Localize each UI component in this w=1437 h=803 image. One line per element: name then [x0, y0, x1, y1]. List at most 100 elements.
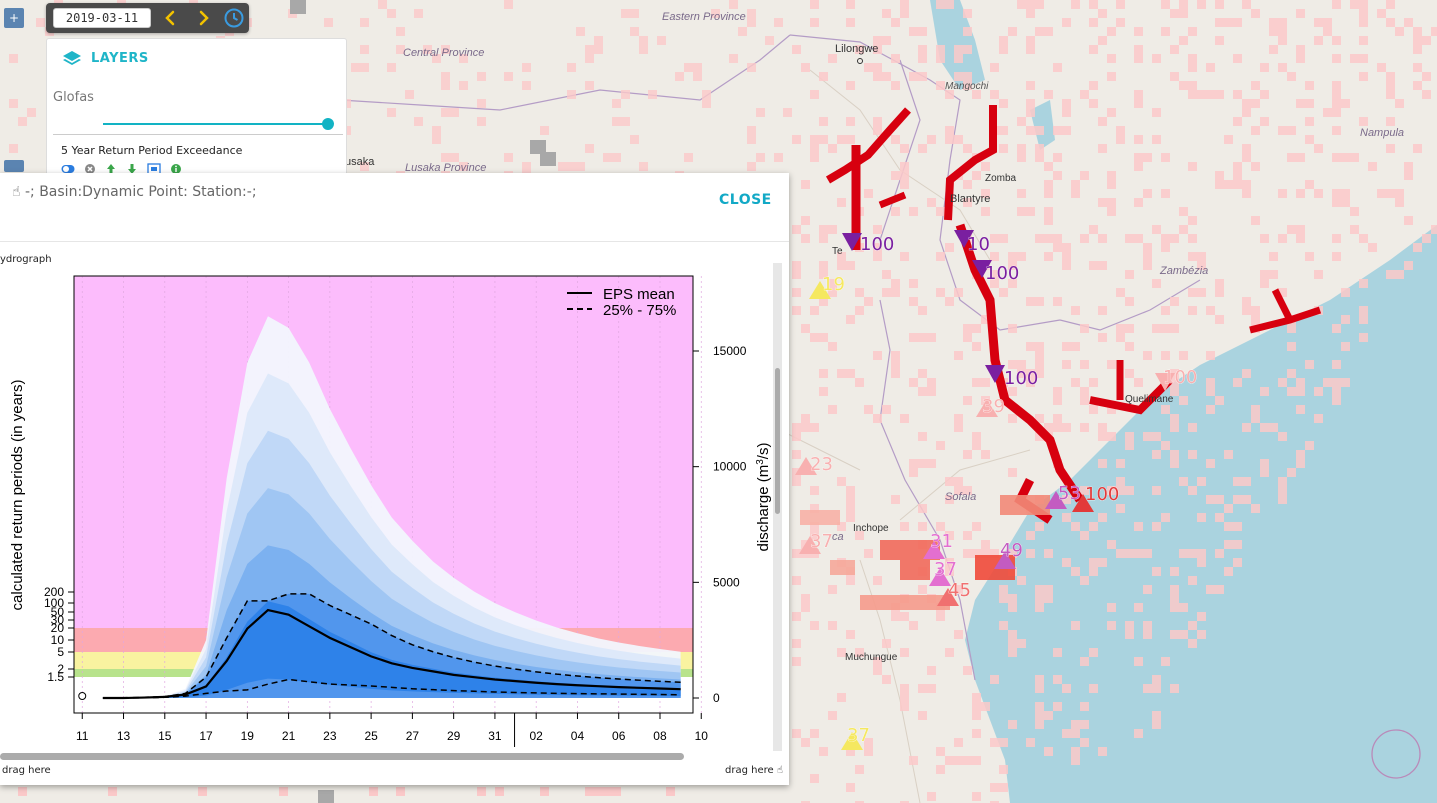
opacity-slider-track[interactable] — [103, 123, 328, 125]
x-tick-label: 29 — [447, 729, 461, 743]
station-marker-label: 31 — [930, 531, 953, 552]
exceedance-cell — [1368, 243, 1377, 252]
place-label: Zambézia — [1159, 265, 1208, 277]
exceedance-cell — [819, 135, 828, 144]
exceedance-cell — [1161, 27, 1170, 36]
exceedance-cell — [441, 108, 450, 117]
exceedance-cell — [999, 99, 1008, 108]
exceedance-cell — [1224, 567, 1233, 576]
exceedance-cell — [1233, 378, 1242, 387]
exceedance-cell — [891, 369, 900, 378]
exceedance-cell — [387, 9, 396, 18]
exceedance-cell — [963, 666, 972, 675]
exceedance-cell — [828, 144, 837, 153]
horizontal-scrollbar[interactable] — [0, 753, 684, 760]
exceedance-cell — [1134, 603, 1143, 612]
exceedance-cell — [1341, 315, 1350, 324]
exceedance-cell — [639, 45, 648, 54]
exceedance-cell — [1062, 126, 1071, 135]
exceedance-cell — [792, 612, 801, 621]
drag-handle-left[interactable]: drag here — [2, 765, 51, 776]
exceedance-cell — [1278, 126, 1287, 135]
exceedance-cell — [1332, 153, 1341, 162]
exceedance-cell — [1251, 504, 1260, 513]
exceedance-cell — [1089, 225, 1098, 234]
exceedance-cell — [999, 144, 1008, 153]
left-tick-label: 1.5 — [47, 670, 64, 684]
exceedance-cell — [1134, 54, 1143, 63]
exceedance-cell — [1044, 585, 1053, 594]
exceedance-cell — [828, 711, 837, 720]
exceedance-cell — [1179, 396, 1188, 405]
exceedance-cell — [1170, 9, 1179, 18]
exceedance-cell — [927, 459, 936, 468]
exceedance-cell — [792, 729, 801, 738]
exceedance-cell — [1188, 576, 1197, 585]
exceedance-cell — [1125, 297, 1134, 306]
exceedance-cell — [936, 81, 945, 90]
exceedance-cell — [945, 558, 954, 567]
zoom-in-button[interactable]: + — [4, 8, 24, 28]
close-button[interactable]: CLOSE — [719, 192, 772, 208]
exceedance-cell — [990, 783, 999, 792]
exceedance-cell — [1296, 153, 1305, 162]
p75-line — [102, 593, 681, 699]
exceedance-cell — [432, 126, 441, 135]
exceedance-cell — [1152, 486, 1161, 495]
zoom-out-button[interactable] — [4, 160, 24, 172]
exceedance-cell — [1098, 261, 1107, 270]
toggle-icon[interactable] — [61, 164, 75, 174]
exceedance-cell — [846, 747, 855, 756]
exceedance-cell — [1359, 306, 1368, 315]
exceedance-cell — [1359, 333, 1368, 342]
exceedance-cell — [1107, 486, 1116, 495]
info-icon[interactable] — [170, 163, 182, 175]
exceedance-cell — [1260, 279, 1269, 288]
exceedance-cell — [1071, 0, 1080, 9]
exceedance-cell — [1197, 288, 1206, 297]
exceedance-cell — [1053, 171, 1062, 180]
move-up-icon[interactable] — [105, 163, 117, 175]
previous-date-button[interactable] — [160, 7, 182, 29]
exceedance-cell — [792, 225, 801, 234]
exceedance-cell — [1404, 162, 1413, 171]
exceedance-cell — [801, 594, 810, 603]
left-tick-label: 50 — [51, 605, 65, 619]
exceedance-cell — [819, 747, 828, 756]
exceedance-cell — [1134, 27, 1143, 36]
exceedance-cell — [1395, 27, 1404, 36]
next-date-button[interactable] — [192, 7, 214, 29]
opacity-slider-handle[interactable] — [322, 118, 334, 130]
station-marker — [1045, 491, 1067, 509]
exceedance-cell — [1179, 477, 1188, 486]
date-input[interactable]: 2019-03-11 — [53, 8, 151, 28]
exceedance-cell — [864, 738, 873, 747]
exceedance-cell — [855, 648, 864, 657]
exceedance-cell — [918, 27, 927, 36]
remove-icon[interactable] — [84, 163, 96, 175]
exceedance-cell — [1080, 324, 1089, 333]
exceedance-cell — [837, 522, 846, 531]
exceedance-cell — [1377, 189, 1386, 198]
clock-button[interactable] — [223, 7, 245, 29]
exceedance-cell — [1008, 468, 1017, 477]
exceedance-cell — [477, 72, 486, 81]
exceedance-cell — [1089, 684, 1098, 693]
exceedance-cell — [801, 738, 810, 747]
exceedance-cell — [936, 747, 945, 756]
exceedance-cell — [828, 288, 837, 297]
move-down-icon[interactable] — [126, 163, 138, 175]
exceedance-cell — [1296, 99, 1305, 108]
drag-handle-right[interactable]: drag here ☝ — [725, 765, 783, 776]
exceedance-cell — [630, 135, 639, 144]
exceedance-cell — [1080, 234, 1089, 243]
exceedance-cell — [972, 522, 981, 531]
exceedance-cell — [1152, 684, 1161, 693]
exceedance-cell — [9, 54, 18, 63]
exceedance-cell — [441, 153, 450, 162]
exceedance-cell — [1296, 459, 1305, 468]
exceedance-cell — [1368, 162, 1377, 171]
vertical-scrollbar-thumb[interactable] — [775, 368, 780, 514]
exceedance-cell — [819, 234, 828, 243]
exceedance-cell — [1098, 9, 1107, 18]
